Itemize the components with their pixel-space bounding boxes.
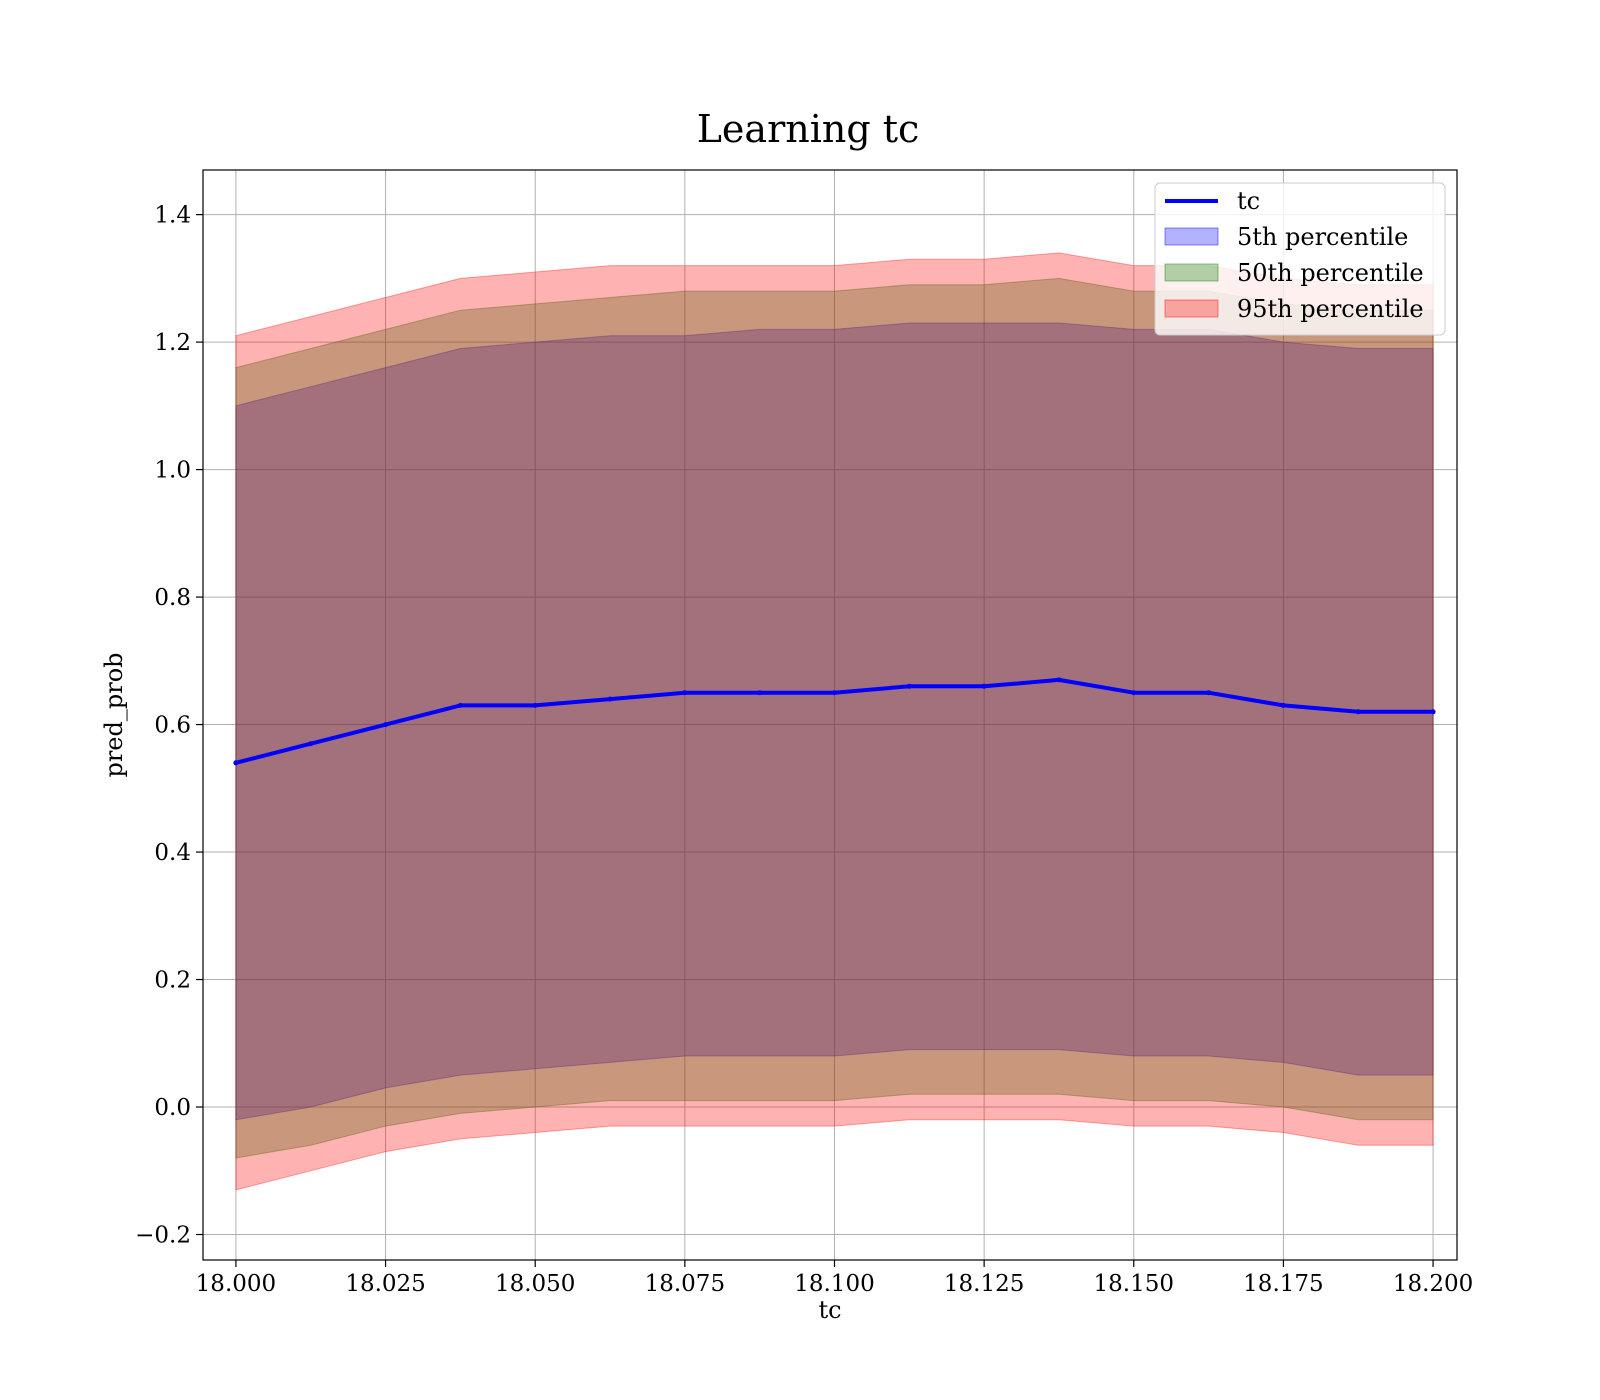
band-50th-percentile <box>235 277 1434 1159</box>
x-tick-label: 18.075 <box>645 1271 725 1297</box>
point-tc <box>682 690 688 696</box>
y-tick-label: −0.2 <box>135 1223 191 1249</box>
point-tc <box>1430 709 1436 715</box>
legend-label-tc: tc <box>1237 187 1260 215</box>
x-tick-label: 18.175 <box>1243 1271 1323 1297</box>
x-tick-label: 18.150 <box>1094 1271 1174 1297</box>
plot-frame <box>202 169 1458 1261</box>
point-tc <box>383 722 389 728</box>
legend-label-5th-percentile: 5th percentile <box>1237 223 1408 251</box>
y-tick-label: 0.0 <box>154 1095 191 1121</box>
chart-title: Learning tc <box>697 107 920 151</box>
point-tc <box>981 683 987 689</box>
x-tick-label: 18.100 <box>794 1271 874 1297</box>
point-tc <box>1131 690 1137 696</box>
plot-area <box>203 170 1457 1260</box>
percentile-bands <box>235 252 1434 1191</box>
grid <box>203 170 1457 1260</box>
point-tc <box>1355 709 1361 715</box>
x-tick-label: 18.125 <box>944 1271 1024 1297</box>
point-tc <box>607 696 613 702</box>
y-tick-label: 0.6 <box>154 713 191 739</box>
series-lines <box>233 677 1436 766</box>
legend-swatch-95th-percentile <box>1164 299 1219 318</box>
band-5th-percentile <box>235 322 1434 1121</box>
point-tc <box>233 760 239 766</box>
legend-label-95th-percentile: 95th percentile <box>1237 295 1424 323</box>
point-tc <box>1056 677 1062 683</box>
legend-swatch-50th-percentile <box>1164 263 1219 282</box>
legend: tc 5th percentile 50th percentile 95th p… <box>1154 182 1446 336</box>
point-tc <box>457 702 463 708</box>
x-tick-label: 18.050 <box>495 1271 575 1297</box>
point-tc <box>832 690 837 696</box>
y-tick-label: 1.2 <box>154 330 191 356</box>
point-tc <box>532 702 538 708</box>
point-tc <box>757 690 763 696</box>
y-tick-label: 1.0 <box>154 458 191 484</box>
y-tick-label: 0.2 <box>154 968 191 994</box>
point-tc <box>1206 690 1212 696</box>
point-tc <box>906 683 912 689</box>
y-tick-label: 0.4 <box>154 840 191 866</box>
legend-swatch-5th-percentile <box>1164 227 1219 246</box>
x-tick-label: 18.000 <box>196 1271 276 1297</box>
point-tc <box>308 741 314 747</box>
band-95th-percentile <box>235 252 1434 1191</box>
x-tick-label: 18.025 <box>345 1271 425 1297</box>
x-axis-ticks: 18.000 18.025 18.050 18.075 18.100 18.125 18.1… <box>196 1260 1473 1297</box>
y-tick-label: 0.8 <box>154 585 191 611</box>
x-axis-label: tc <box>818 1296 841 1324</box>
y-tick-label: 1.4 <box>154 203 191 229</box>
x-tick-label: 18.200 <box>1393 1271 1473 1297</box>
y-axis-ticks: −0.2 0.0 0.2 0.4 0.6 0.8 1.0 1.2 1.4 <box>135 203 203 1249</box>
point-tc <box>1280 702 1286 708</box>
y-axis-label: pred_prob <box>100 652 128 777</box>
legend-box <box>1154 182 1446 336</box>
legend-label-50th-percentile: 50th percentile <box>1237 259 1424 287</box>
